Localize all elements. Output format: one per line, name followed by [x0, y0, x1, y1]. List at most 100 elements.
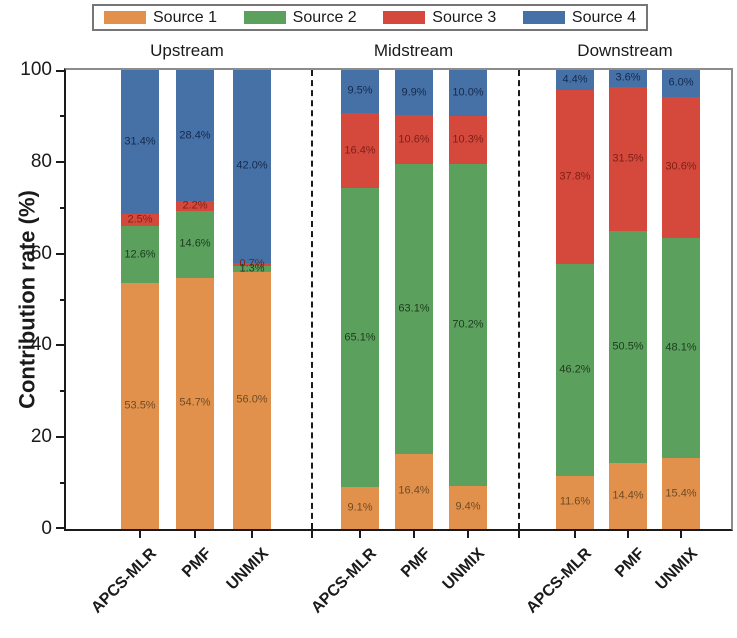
x-tick — [627, 531, 629, 538]
y-major-tick — [56, 527, 64, 529]
segment-value-label: 70.2% — [452, 318, 484, 331]
segment-value-label: 2.2% — [182, 199, 208, 212]
segment-value-label: 9.4% — [455, 500, 481, 513]
y-axis-title: Contribution rate (%) — [14, 190, 40, 409]
legend-item-source-4: Source 4 — [522, 8, 636, 26]
bar-segment-source-1: 54.7% — [176, 277, 214, 529]
bar-segment-source-2: 70.2% — [449, 163, 487, 486]
y-tick-label: 60 — [30, 242, 52, 264]
y-minor-tick — [60, 390, 64, 393]
legend-label: Source 4 — [571, 8, 636, 26]
bar-midstream-pmf: 16.4% 63.1% 10.6% 9.9% — [395, 70, 433, 529]
bar-segment-source-2: 65.1% — [341, 188, 379, 488]
bar-segment-source-2: 48.1% — [662, 237, 700, 459]
segment-value-label: 16.4% — [344, 144, 376, 157]
segment-value-label: 50.5% — [612, 340, 644, 353]
segment-value-label: 9.1% — [347, 501, 373, 514]
y-minor-tick — [60, 298, 64, 301]
y-tick-label: 100 — [20, 59, 52, 80]
bar-segment-source-4: 9.5% — [341, 69, 379, 114]
segment-value-label: 46.2% — [559, 363, 591, 376]
segment-value-label: 11.6% — [559, 495, 591, 508]
bar-upstream-apcs-mlr: 53.5% 12.6% 2.5% 31.4% — [121, 70, 159, 529]
y-major-tick — [56, 70, 64, 72]
segment-value-label: 6.0% — [668, 76, 694, 89]
bar-segment-source-4: 3.6% — [609, 70, 647, 87]
bar-segment-source-3: 37.8% — [556, 90, 594, 264]
x-tick — [139, 531, 141, 538]
segment-value-label: 10.6% — [398, 133, 430, 146]
bar-segment-source-3: 31.5% — [609, 86, 647, 232]
x-category-label: UNMIX — [652, 545, 702, 594]
bar-downstream-pmf: 14.4% 50.5% 31.5% 3.6% — [609, 70, 647, 529]
x-category-label: UNMIX — [439, 545, 489, 594]
legend-swatch-source-3-icon — [383, 11, 426, 24]
legend-swatch-source-2-icon — [243, 11, 286, 24]
group-title-upstream: Upstream — [150, 41, 224, 60]
bar-segment-source-3: 30.6% — [662, 97, 700, 238]
bar-segment-source-4: 4.4% — [556, 70, 594, 91]
bar-segment-source-3: 2.2% — [176, 199, 214, 212]
group-title-downstream: Downstream — [577, 41, 673, 60]
legend-swatch-source-1-icon — [104, 11, 146, 24]
y-tick-label: 40 — [30, 334, 52, 356]
segment-value-label: 15.4% — [665, 487, 697, 500]
bar-segment-source-3: 10.3% — [449, 116, 487, 164]
legend: Source 1 Source 2 Source 3 Source 4 — [92, 4, 648, 31]
y-tick-label: 80 — [30, 150, 52, 172]
segment-value-label: 12.6% — [124, 248, 156, 261]
bar-segment-source-4: 31.4% — [121, 70, 159, 215]
x-tick — [680, 531, 682, 538]
segment-value-label: 14.6% — [179, 237, 211, 250]
bar-segment-source-3: 16.4% — [341, 113, 379, 189]
legend-item-source-3: Source 3 — [383, 8, 497, 26]
y-tick-label: 0 — [41, 518, 52, 539]
segment-value-label: 4.4% — [562, 73, 588, 86]
y-minor-tick — [60, 114, 64, 117]
segment-value-label: 53.5% — [124, 399, 156, 412]
segment-value-label: 9.5% — [347, 84, 373, 97]
bar-segment-source-3: 2.5% — [121, 213, 159, 226]
segment-value-label: 10.3% — [452, 133, 484, 146]
segment-value-label: 65.1% — [344, 331, 376, 344]
bar-segment-source-4: 42.0% — [233, 70, 271, 263]
segment-value-label: 16.4% — [398, 484, 430, 497]
bar-segment-source-2: 63.1% — [395, 164, 433, 454]
bar-segment-source-3: 10.6% — [395, 115, 433, 165]
x-category-label: UNMIX — [223, 545, 273, 594]
legend-item-source-1: Source 1 — [104, 8, 218, 26]
legend-label: Source 2 — [292, 8, 357, 26]
segment-value-label: 31.4% — [124, 135, 156, 148]
plot-area: 0 20 40 60 80 100 53.5% 12.6% 2.5% 31.4% 54.7% 14.6… — [20, 59, 733, 539]
x-tick — [574, 531, 576, 538]
bar-segment-source-3: 0.7% — [233, 258, 271, 269]
legend-label: Source 1 — [153, 8, 218, 26]
x-category-label: APCS-MLR — [523, 545, 596, 617]
x-category-label: PMF — [179, 545, 216, 581]
bar-downstream-unmix: 15.4% 48.1% 30.6% 6.0% — [662, 69, 700, 529]
bar-segment-source-1: 15.4% — [662, 458, 700, 529]
legend-swatch-source-4-icon — [522, 11, 565, 24]
segment-value-label: 1.3% — [239, 262, 265, 275]
y-major-tick — [56, 252, 64, 255]
segment-value-label: 54.7% — [179, 396, 211, 409]
bar-segment-source-4: 9.9% — [395, 70, 433, 116]
x-tick — [467, 531, 469, 538]
segment-value-label: 31.5% — [612, 152, 644, 165]
bar-midstream-unmix: 9.4% 70.2% 10.3% 10.0% — [449, 70, 487, 529]
bar-segment-source-1: 14.4% — [609, 462, 647, 529]
bar-segment-source-2: 46.2% — [556, 263, 594, 476]
bar-segment-source-4: 10.0% — [449, 70, 487, 117]
segment-value-label: 56.0% — [236, 393, 268, 406]
bar-segment-source-1: 53.5% — [121, 283, 159, 529]
y-minor-tick — [60, 206, 64, 209]
bar-segment-source-2: 12.6% — [121, 225, 159, 284]
bar-downstream-apcs-mlr: 11.6% 46.2% 37.8% 4.4% — [556, 70, 594, 529]
legend-label: Source 3 — [432, 8, 497, 26]
bar-segment-source-1: 9.1% — [341, 487, 379, 529]
bar-segment-source-2: 1.3% — [233, 262, 271, 275]
segment-value-label: 2.5% — [127, 213, 153, 226]
x-tick — [194, 531, 196, 538]
segment-value-label: 9.9% — [401, 86, 427, 99]
